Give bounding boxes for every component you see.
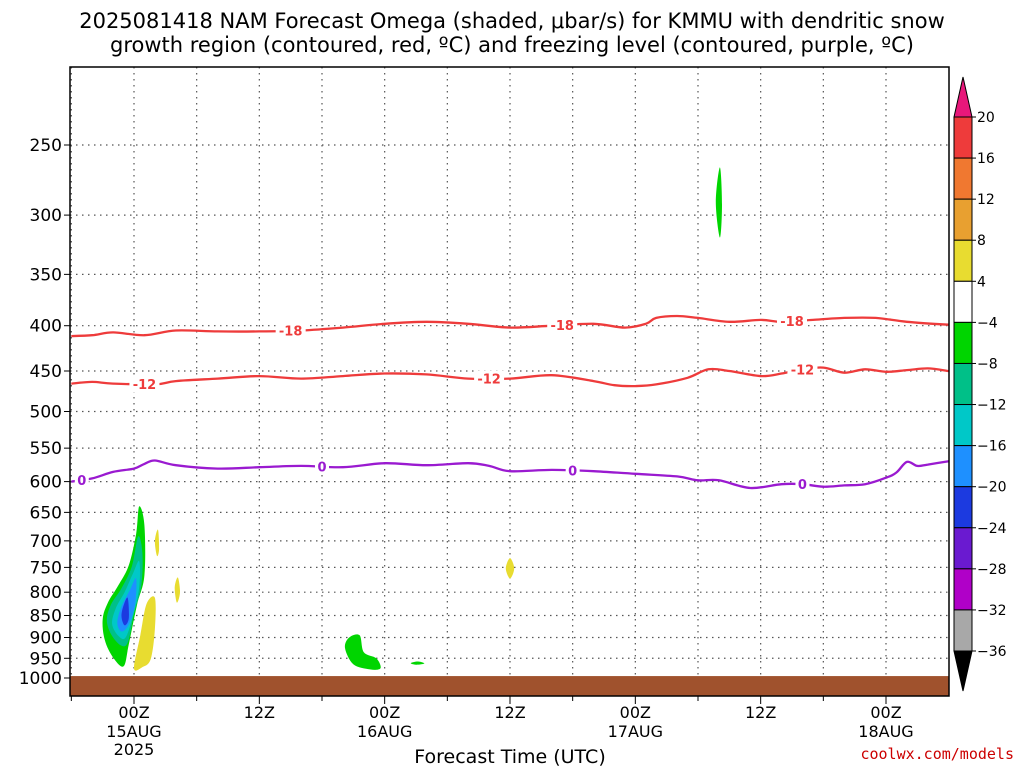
contour-label: -18 xyxy=(279,325,303,340)
colorbar-label: 4 xyxy=(977,274,986,290)
contour-label-bg xyxy=(275,322,306,339)
colorbar-label: 20 xyxy=(977,110,995,126)
x-tick-date: 17AUG xyxy=(608,722,663,741)
y-tick-label: 400 xyxy=(30,317,62,337)
site-credit: coolwx.com/models xyxy=(860,745,1014,763)
y-tick-label: 950 xyxy=(30,649,62,669)
y-tick-label: 700 xyxy=(30,532,62,552)
colorbar-label: −32 xyxy=(977,603,1007,619)
ground xyxy=(70,676,949,696)
y-tick-label: 250 xyxy=(30,136,62,156)
x-tick-label: 00Z xyxy=(369,703,400,722)
colorbar-swatch xyxy=(953,609,973,652)
omega-region xyxy=(133,596,156,671)
contour-label-bg xyxy=(129,376,160,393)
plot-background xyxy=(70,67,949,696)
contour-label-bg xyxy=(315,458,329,475)
y-tick-label: 500 xyxy=(30,403,62,423)
contour-label-bg xyxy=(547,317,578,334)
x-tick-date: 15AUG xyxy=(106,722,161,741)
contour-label-bg xyxy=(565,462,580,479)
y-tick-label: 450 xyxy=(30,362,62,382)
y-tick-label: 850 xyxy=(30,607,62,627)
y-tick-label: 800 xyxy=(30,583,62,603)
chart-subtitle: growth region (contoured, red, ºC) and f… xyxy=(110,33,914,57)
omega-region xyxy=(410,661,425,665)
contour-label-bg xyxy=(74,471,89,488)
contours: -18 -18 -18 -12 -12 -12 0 0 0 0 xyxy=(71,313,949,493)
colorbar-swatch xyxy=(953,116,973,159)
y-tick-label: 350 xyxy=(30,265,62,285)
colorbar-swatch xyxy=(953,198,973,241)
colorbar-label: −28 xyxy=(977,562,1007,578)
colorbar-swatch xyxy=(953,362,973,406)
chart-title: 2025081418 NAM Forecast Omega (shaded, μ… xyxy=(79,9,945,33)
colorbar-label: 8 xyxy=(977,233,986,249)
y-tick-label: 300 xyxy=(30,206,62,226)
contour-label: 0 xyxy=(317,461,326,476)
colorbar-label: −20 xyxy=(977,480,1007,496)
y-tick-label: 900 xyxy=(30,628,62,648)
colorbar-swatch xyxy=(953,404,973,447)
x-tick-date: 18AUG xyxy=(858,722,913,741)
y-axis: 2503003504004505005506006507007508008509… xyxy=(19,136,70,689)
y-tick-label: 550 xyxy=(30,439,62,459)
omega-region xyxy=(505,558,515,579)
x-tick-label: 00Z xyxy=(118,703,149,722)
colorbar-label: 16 xyxy=(977,151,995,167)
omega-shading xyxy=(102,167,722,671)
y-tick-label: 750 xyxy=(30,558,62,578)
contour-line xyxy=(71,366,949,388)
x-tick-year: 2025 xyxy=(114,740,155,759)
colorbar-swatch xyxy=(953,568,973,611)
colorbar-top-arrow xyxy=(953,76,973,118)
colorbar-swatch xyxy=(953,527,973,570)
colorbar-label: −8 xyxy=(977,356,998,372)
colorbar-label: −16 xyxy=(977,439,1007,455)
omega-region xyxy=(715,167,722,238)
ground-fill xyxy=(70,676,949,696)
contour-label: -12 xyxy=(477,373,501,388)
colorbar-label: −12 xyxy=(977,398,1007,414)
x-tick-label: 12Z xyxy=(745,703,776,722)
contour-label: -12 xyxy=(791,363,815,378)
contour-label: -12 xyxy=(133,378,157,393)
y-tick-label: 1000 xyxy=(19,669,62,689)
x-tick-date: 16AUG xyxy=(357,722,412,741)
contour-label: 0 xyxy=(77,474,86,489)
colorbar-swatch xyxy=(953,445,973,488)
colorbar-swatch xyxy=(953,486,973,529)
omega-region xyxy=(174,577,181,603)
contour-label: -18 xyxy=(780,315,804,330)
contour-label-bg xyxy=(787,361,818,378)
contour-label: -18 xyxy=(550,319,574,334)
x-tick-label: 12Z xyxy=(244,703,275,722)
colorbar-bottom-arrow xyxy=(953,650,973,692)
x-axis-title: Forecast Time (UTC) xyxy=(414,746,606,768)
contour-label-bg xyxy=(777,313,807,330)
y-tick-label: 650 xyxy=(30,503,62,523)
x-tick-label: 12Z xyxy=(494,703,525,722)
colorbar-swatch xyxy=(953,157,973,200)
x-tick-label: 00Z xyxy=(620,703,651,722)
colorbar-swatch xyxy=(953,321,973,364)
contour-label: 0 xyxy=(798,478,807,493)
x-tick-label: 00Z xyxy=(870,703,901,722)
y-tick-label: 600 xyxy=(30,473,62,493)
colorbar-swatch xyxy=(953,280,973,323)
omega-region xyxy=(344,634,381,670)
colorbar-label: −36 xyxy=(977,644,1007,660)
contour-label-bg xyxy=(795,476,810,493)
colorbar-label: −4 xyxy=(977,315,998,331)
contour-label: 0 xyxy=(568,465,577,480)
colorbar: 20 16 12 8 4 −4 −8 −12 −16 −20 −24 −28 −32 −36 xyxy=(953,76,1007,692)
colorbar-swatch xyxy=(953,239,973,282)
omega-region xyxy=(121,597,129,626)
contour-label-bg xyxy=(474,370,505,387)
colorbar-label: 12 xyxy=(977,192,995,208)
colorbar-label: −24 xyxy=(977,521,1007,537)
omega-region xyxy=(154,529,160,557)
